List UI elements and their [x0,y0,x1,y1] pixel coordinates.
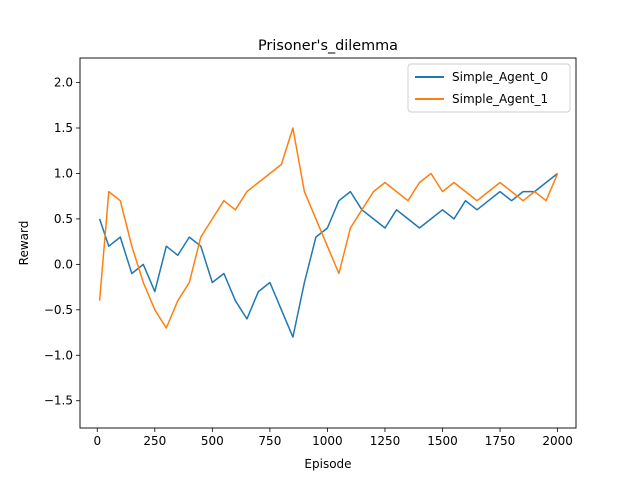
legend-box [407,63,571,113]
x-axis-label: Episode [304,457,351,471]
y-tick-label: −1.0 [44,348,73,362]
x-tick-label: 750 [258,434,281,448]
y-axis-ticks: −1.5 −1.0 −0.5 0.0 0.5 1.0 1.5 2.0 [44,76,80,408]
x-tick-label: 2000 [542,434,573,448]
chart-title: Prisoner's_dilemma [258,38,398,54]
x-axis-ticks: 0 250 500 750 1000 1250 1500 1750 2000 [93,428,573,448]
y-tick-label: 2.0 [54,76,73,90]
y-tick-label: 1.0 [54,166,73,180]
y-tick-label: −0.5 [44,303,73,317]
y-tick-label: −1.5 [44,394,73,408]
x-tick-label: 0 [93,434,101,448]
x-tick-label: 500 [201,434,224,448]
x-tick-label: 1250 [370,434,401,448]
x-tick-label: 1500 [427,434,458,448]
y-tick-label: 1.5 [54,121,73,135]
series-line-agent-1 [98,127,559,329]
plot-frame [79,57,577,429]
x-tick-label: 1000 [312,434,343,448]
y-tick-label: 0.0 [54,257,73,271]
legend-label-agent-1: Simple_Agent_1 [452,92,548,106]
y-axis-label: Reward [17,221,31,266]
y-tick-label: 0.5 [54,212,73,226]
x-tick-label: 1750 [485,434,516,448]
x-tick-label: 250 [143,434,166,448]
legend-label-agent-0: Simple_Agent_0 [452,70,548,84]
series-line-agent-0 [98,172,559,338]
series-layer [98,127,559,338]
legend: Simple_Agent_0 Simple_Agent_1 [407,63,571,113]
